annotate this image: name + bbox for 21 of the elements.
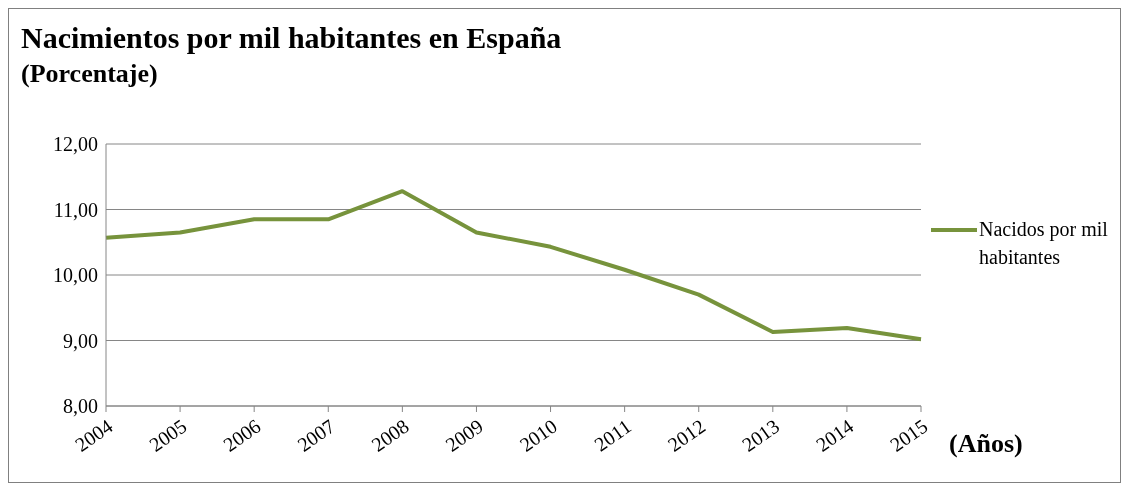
legend-label: Nacidos por mil habitantes <box>979 216 1109 270</box>
x-tick-label: 2013 <box>737 414 784 456</box>
x-tick-label: 2007 <box>293 414 339 456</box>
line-series <box>104 189 923 342</box>
x-tick-label: 2008 <box>367 414 413 456</box>
x-axis-title: (Años) <box>949 429 1023 459</box>
chart-subtitle: (Porcentaje) <box>21 59 158 89</box>
y-tick-label: 11,00 <box>53 198 98 221</box>
y-tick-label: 10,00 <box>53 264 98 287</box>
chart-title: Nacimientos por mil habitantes en España <box>21 21 562 55</box>
x-tick-label: 2005 <box>145 414 191 456</box>
y-tick-label: 12,00 <box>53 133 98 156</box>
x-tick-label: 2014 <box>811 414 858 456</box>
y-tick-label: 9,00 <box>63 329 98 352</box>
x-tick-label: 2015 <box>886 414 932 456</box>
x-tick-label: 2006 <box>219 414 265 456</box>
x-tick-label: 2010 <box>515 414 561 456</box>
x-tick-label: 2009 <box>441 414 487 456</box>
x-tick-label: 2011 <box>590 414 636 456</box>
x-tick-label: 2012 <box>663 414 710 456</box>
y-tick-label: 8,00 <box>63 395 98 418</box>
